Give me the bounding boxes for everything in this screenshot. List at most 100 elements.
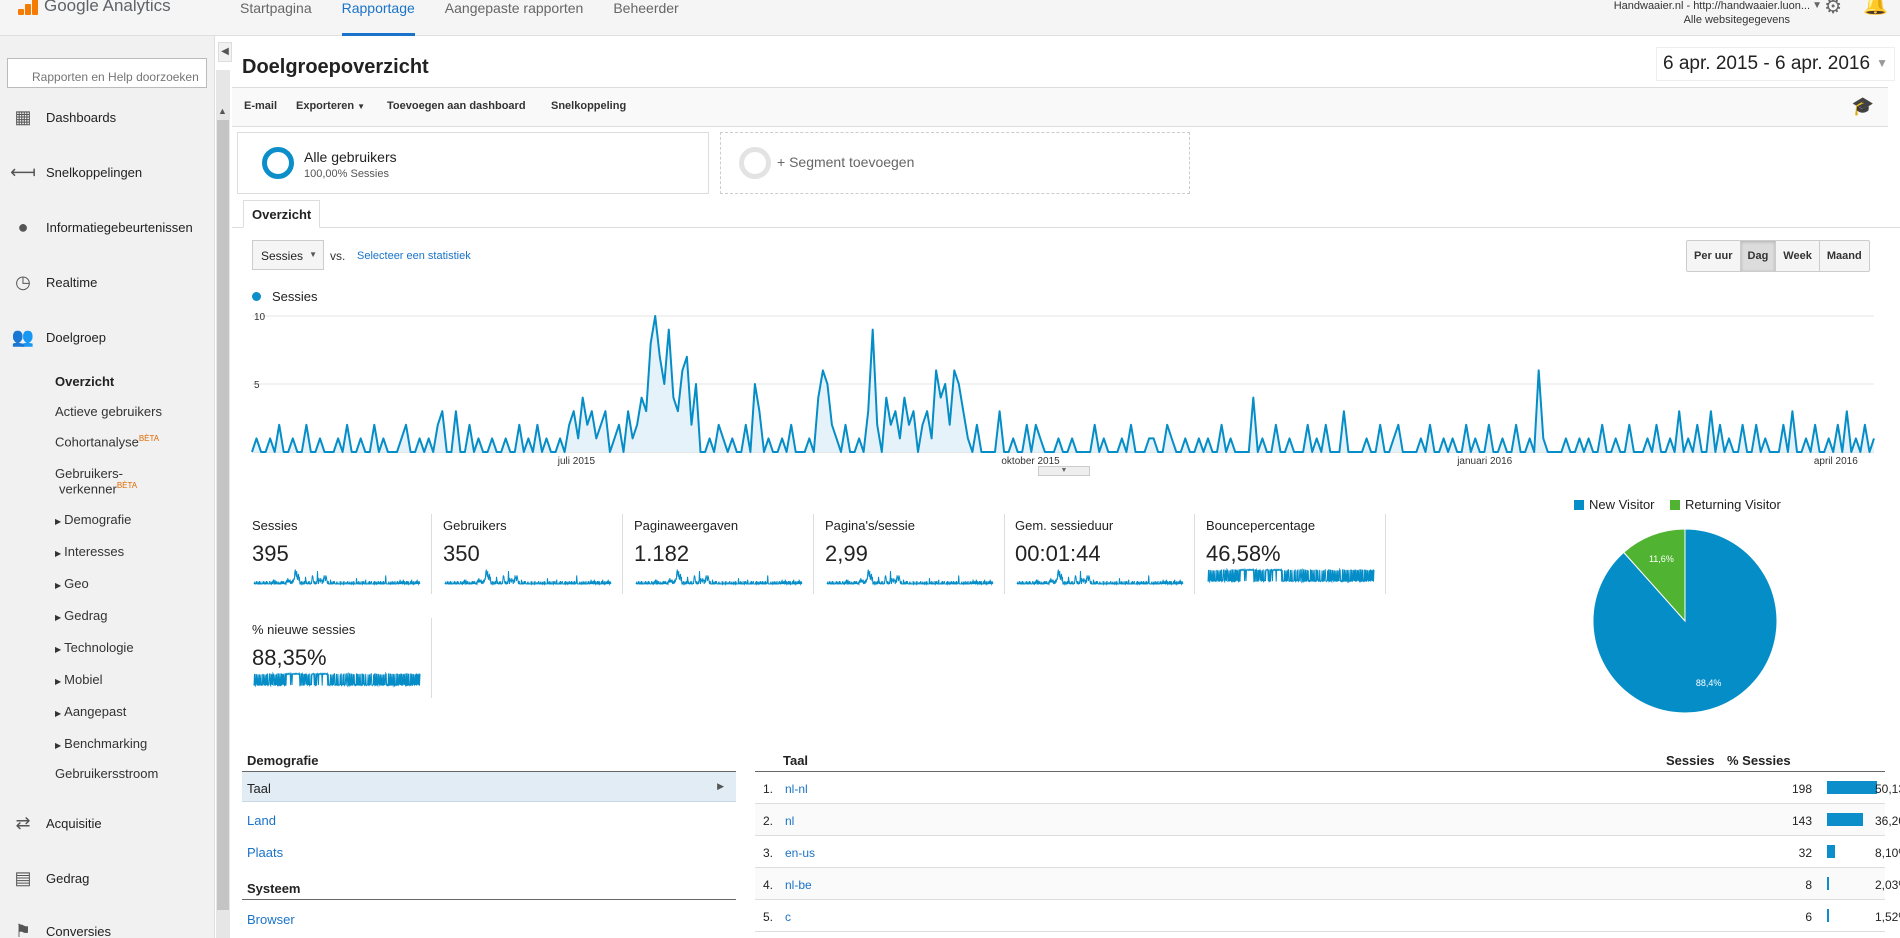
table-row: 4. nl-be 8 2,03% [755, 868, 1900, 900]
sidebar-item-acquisitie[interactable]: ⇄ Acquisitie [0, 808, 215, 838]
systeem-browser[interactable]: Browser [247, 912, 295, 927]
sidebar-sub-geo[interactable]: ▶ Geo [55, 576, 89, 591]
nav-aangepaste-rapporten[interactable]: Aangepaste rapporten [444, 0, 584, 16]
graduation-cap-icon[interactable]: 🎓 [1851, 96, 1874, 116]
metric-card[interactable]: Paginaweergaven 1.182 [634, 514, 814, 594]
top-bar: Google Analytics Startpagina Rapportage … [0, 0, 1900, 36]
pie-slice-returning-visitor[interactable] [1623, 528, 1686, 623]
divider [242, 899, 736, 900]
language-link[interactable]: nl-nl [785, 782, 808, 796]
sidebar-item-label: Doelgroep [46, 329, 106, 345]
demografie-taal[interactable]: Taal ▶ [242, 772, 736, 802]
triangle-right-icon: ▶ [55, 645, 62, 654]
granularity-per-uur[interactable]: Per uur [1694, 250, 1733, 262]
granularity-maand[interactable]: Maand [1818, 241, 1869, 271]
triangle-right-icon: ▶ [55, 709, 62, 718]
metric-label: Bouncepercentage [1206, 518, 1316, 533]
sidebar-sub-overzicht[interactable]: Overzicht [55, 374, 115, 389]
language-link[interactable]: en-us [785, 846, 816, 860]
nav-startpagina[interactable]: Startpagina [240, 0, 312, 16]
metric-card[interactable]: Gebruikers 350 [443, 514, 623, 594]
x-tick-label: oktober 2015 [1001, 456, 1060, 467]
language-link[interactable]: c [785, 910, 791, 924]
lightbulb-icon: ● [17, 216, 29, 237]
email-button[interactable]: E-mail [244, 100, 278, 112]
chart-resize-handle[interactable]: ▼ [1038, 466, 1090, 476]
table-header-taal: Taal [783, 753, 809, 768]
pie-legend-returning[interactable]: Returning Visitor [1670, 497, 1781, 512]
sidebar-sub-interesses[interactable]: ▶ Interesses [55, 544, 124, 559]
sidebar-item-dashboards[interactable]: ▦ Dashboards [0, 102, 215, 132]
metric-card[interactable]: Bouncepercentage 46,58% [1206, 514, 1386, 594]
sidebar-item-conversies[interactable]: ⚑ Conversies [0, 916, 215, 938]
sidebar-sub-cohortanalyse[interactable]: CohortanalyseBÈTA [55, 434, 159, 449]
pie-legend-new[interactable]: New Visitor [1574, 497, 1655, 512]
sidebar-sub-gedrag[interactable]: ▶ Gedrag [55, 608, 108, 623]
search-input[interactable] [7, 58, 207, 88]
legend-swatch [1574, 499, 1584, 510]
metric-value: 350 [443, 541, 480, 566]
sidebar-sub-demografie[interactable]: ▶ Demografie [55, 512, 131, 527]
percent-bar [1827, 909, 1829, 922]
sidebar-sub-benchmarking[interactable]: ▶ Benchmarking [55, 736, 147, 751]
metric-value: 2,99 [825, 541, 868, 566]
granularity-dag[interactable]: Dag [1739, 241, 1776, 271]
sidebar-item-doelgroep[interactable]: 👥 Doelgroep [0, 322, 215, 352]
metric-card[interactable]: Pagina's/sessie 2,99 [825, 514, 1005, 594]
select-statistic-link[interactable]: Selecteer een statistiek [357, 250, 471, 262]
metric-card[interactable]: % nieuwe sessies 88,35% [252, 618, 432, 698]
sidebar-scrollbar[interactable]: ▲ [216, 70, 230, 938]
legend-label: Sessies [272, 289, 318, 304]
sidebar-sub-actieve-gebruikers[interactable]: Actieve gebruikers [55, 404, 162, 419]
sidebar-sub-label: Aangepast [64, 704, 127, 719]
table-header-sessies[interactable]: Sessies [1666, 753, 1715, 768]
series-line-sessies[interactable] [251, 315, 1875, 453]
sidebar-item-informatiegebeurtenissen[interactable]: ● Informatiegebeurtenissen [0, 212, 215, 242]
tab-overzicht[interactable]: Overzicht [243, 200, 321, 228]
account-selector[interactable]: Handwaaier.nl - http://handwaaier.luon..… [1614, 0, 1810, 27]
demografie-plaats[interactable]: Plaats [247, 845, 284, 860]
demografie-land[interactable]: Land [247, 813, 276, 828]
table-row: 1. nl-nl 198 50,13% [755, 772, 1900, 804]
row-index: 2. [763, 814, 774, 828]
sidebar-item-gedrag[interactable]: ▤ Gedrag [0, 863, 215, 893]
sidebar-sub-gebruikersverkenner[interactable]: Gebruikers- verkennerBÈTA [55, 466, 137, 496]
row-index: 4. [763, 878, 774, 892]
nav-beheerder[interactable]: Beheerder [613, 0, 679, 16]
percent-bar [1827, 813, 1864, 826]
sidebar-collapse-button[interactable]: ◀ [218, 42, 232, 62]
systeem-heading: Systeem [247, 881, 301, 896]
sidebar-sub-gebruikersstroom[interactable]: Gebruikersstroom [55, 766, 159, 781]
caret-down-icon[interactable]: ▼ [1812, 0, 1822, 11]
language-link[interactable]: nl [785, 814, 795, 828]
date-range-picker[interactable]: 6 apr. 2015 - 6 apr. 2016 ▼ [1656, 47, 1895, 81]
shortcut-button[interactable]: Snelkoppeling [551, 100, 627, 112]
metric-card[interactable]: Gem. sessieduur 00:01:44 [1015, 514, 1195, 594]
bell-icon[interactable]: 🔔 [1863, 0, 1888, 16]
export-button[interactable]: Exporteren ▼ [296, 100, 365, 112]
granularity-week[interactable]: Week [1775, 241, 1819, 271]
sidebar-item-realtime[interactable]: ◷ Realtime [0, 267, 215, 297]
language-link[interactable]: nl-be [785, 878, 812, 892]
sidebar-item-label: Informatiegebeurtenissen [46, 219, 193, 235]
metric-select[interactable]: Sessies ▼ [252, 240, 324, 270]
add-to-dashboard-button[interactable]: Toevoegen aan dashboard [387, 100, 526, 112]
segment-all-users[interactable]: Alle gebruikers 100,00% Sessies [237, 132, 709, 194]
table-header-pct-sessies[interactable]: % Sessies [1727, 753, 1791, 768]
vs-label: vs. [330, 249, 346, 263]
sidebar-sub-mobiel[interactable]: ▶ Mobiel [55, 672, 102, 687]
metric-card[interactable]: Sessies 395 [252, 514, 432, 594]
gear-icon[interactable]: ⚙ [1824, 0, 1842, 18]
sidebar-item-snelkoppelingen[interactable]: ⟻ Snelkoppelingen [0, 157, 215, 187]
flag-icon: ⚑ [14, 920, 32, 938]
behavior-icon: ▤ [14, 867, 32, 888]
row-index: 1. [763, 782, 774, 796]
add-segment-button[interactable]: + Segment toevoegen [720, 132, 1190, 194]
sidebar-sub-aangepast[interactable]: ▶ Aangepast [55, 704, 126, 719]
scrollbar-thumb[interactable] [217, 120, 229, 910]
sidebar-sub-technologie[interactable]: ▶ Technologie [55, 640, 134, 655]
clock-icon: ◷ [15, 271, 31, 292]
logo[interactable]: Google Analytics [18, 0, 171, 16]
scroll-up-icon[interactable]: ▲ [218, 106, 227, 116]
nav-rapportage[interactable]: Rapportage [341, 0, 415, 36]
